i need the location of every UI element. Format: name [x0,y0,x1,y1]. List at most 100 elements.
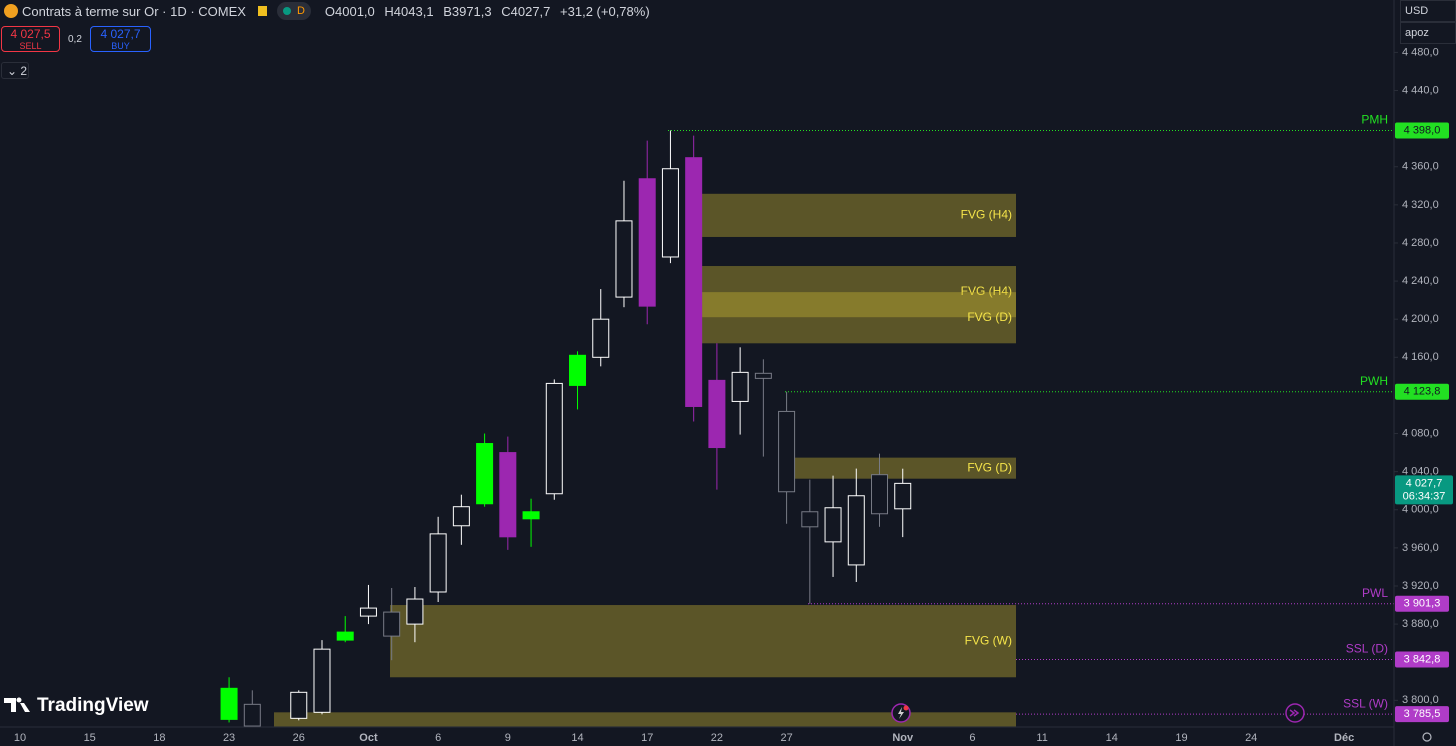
spread: 0,2 [68,34,82,45]
x-tick-label: 14 [1106,732,1118,744]
alert-icon[interactable] [891,703,911,723]
candle-body [754,372,772,379]
level-tag-label: 3 842,8 [1404,653,1441,665]
ohlc-value: 4027,7 [510,3,551,19]
currency: USD [1405,5,1429,17]
level-tag-label: 3 785,5 [1404,708,1441,720]
y-tick-label: 4 360,0 [1402,161,1439,173]
y-tick-label: 4 200,0 [1402,313,1439,325]
candle-body [731,371,749,402]
y-tick-label: 4 440,0 [1402,84,1439,96]
x-tick-label: 17 [641,732,653,744]
ohlc: O4001,0 H4043,1 B3971,3 C4027,7 +31,2 (+… [319,4,650,19]
plot-area: FVG (H4) FVG (H4) FVG (D) FVG (D) FVG (W) PMH… [220,113,1394,727]
ohlc-key: H [384,3,394,19]
x-tick-label: 23 [223,732,235,744]
y-tick-label: 4 000,0 [1402,504,1439,516]
ohlc-value: 3971,3 [451,3,492,19]
status: D [276,2,311,20]
status-dot [282,7,291,15]
candle-body [661,168,679,258]
logo: TradingView [4,695,149,716]
y-tick-label: 3 960,0 [1402,542,1439,554]
symbol-header: Contrats à terme sur Or · 1D · COMEX D O… [0,0,650,22]
x-tick-label: 9 [505,732,511,744]
ohlc-value: 4001,0 [335,3,375,19]
sell-button[interactable]: 4 027,5 SELL [1,26,60,52]
candle-body [290,691,308,719]
candle-body [499,452,517,538]
x-tick-label: 18 [153,732,165,744]
x-tick-label: 15 [84,732,96,744]
flag[interactable] [257,6,267,16]
y-tick-label: 4 160,0 [1402,351,1439,363]
jump-icon[interactable] [1285,703,1305,723]
change: +31,2 (+0,78%) [560,3,650,19]
fvg-zone [700,193,1016,237]
x-tick-label: 22 [711,732,723,744]
unit-select[interactable]: apoz [1400,22,1456,44]
candle-body [708,379,726,449]
candle-body [406,598,424,625]
candle-body [336,631,354,641]
candle-body [545,382,563,495]
ohlc-key: O [324,3,336,19]
candle-body [383,611,401,637]
fvg-zone [700,266,1016,318]
candle-body [871,474,889,515]
level-tag [1395,651,1449,668]
level-label: PWH [1360,374,1388,388]
unit: apoz [1405,27,1429,39]
symbol-title[interactable]: Contrats à terme sur Or · 1D · COMEX [22,3,246,19]
logo-text: TradingView [37,695,149,716]
y-tick-label: 4 080,0 [1402,427,1439,439]
candle-body [615,220,633,298]
x-tick-label: 14 [571,732,583,744]
y-tick-label: 4 480,0 [1402,46,1439,58]
level-tag [1395,706,1449,723]
level-tag-label: 3 901,3 [1404,598,1441,610]
candle-body [522,511,540,520]
fvg-label: FVG (H4) [961,284,1012,298]
level-label: PWL [1362,586,1388,600]
sell-price: 4 027,5 [10,27,51,41]
settings-icon [1422,732,1432,742]
level-tag-label: 4 398,0 [1404,124,1441,136]
collapse-count: 2 [20,64,28,78]
currency-select[interactable]: USD [1400,0,1456,22]
x-tick-label: 10 [14,732,26,744]
x-tick-label: 26 [293,732,305,744]
candle-body [476,443,494,505]
level-tag [1395,122,1449,139]
sell-label: SELL [19,41,42,51]
candle-body [313,648,331,713]
candle-body [638,178,656,307]
candle-body [359,607,377,617]
ohlc-key: C [501,3,511,19]
candle-body [243,703,261,727]
ohlc-value: 4043,1 [393,3,434,19]
current-price-tag [1395,475,1453,505]
buy-button[interactable]: 4 027,7 BUY [90,26,151,52]
level-label: SSL (D) [1346,642,1388,656]
x-tick-label: 27 [780,732,792,744]
countdown-label: 06:34:37 [1403,490,1446,502]
candle-body [801,511,819,528]
x-tick-label: 6 [435,732,441,744]
candle-body [894,482,912,510]
fvg-label: FVG (D) [967,310,1012,324]
fvg-zone [785,457,1016,479]
fvg-zone [274,712,1016,727]
x-tick-label: 19 [1175,732,1187,744]
level-label: PMH [1361,113,1388,127]
buy-label: BUY [111,41,130,51]
candle-body [429,533,447,593]
symbol-icon [4,4,18,18]
level-tag [1395,595,1449,612]
x-tick-label: 6 [969,732,975,744]
candle-body [452,506,470,527]
collapse-button[interactable]: ⌄ 2 [1,62,29,79]
y-tick-label: 4 040,0 [1402,466,1439,478]
